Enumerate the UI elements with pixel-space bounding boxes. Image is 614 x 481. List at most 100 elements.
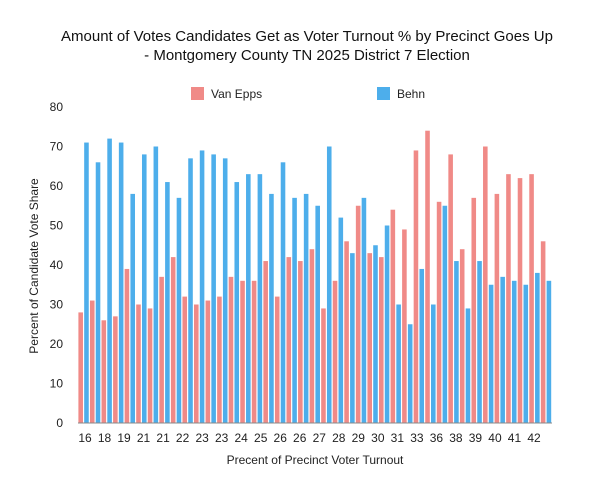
bar-behn-8 (176, 197, 182, 423)
bar-behn-40 (546, 280, 552, 423)
x-axis-label: Precent of Precinct Voter Turnout (227, 453, 404, 467)
x-tick-label: 18 (98, 431, 112, 445)
bar-behn-7 (165, 182, 170, 423)
x-tick-label: 26 (293, 431, 307, 445)
legend-swatch-van-epps (191, 87, 204, 100)
bar-van-epps-22 (332, 280, 338, 423)
bar-van-epps-16 (263, 261, 268, 423)
bar-van-epps-25 (367, 253, 372, 423)
bar-behn-31 (442, 205, 448, 423)
x-tick-label: 19 (117, 431, 131, 445)
x-tick-label: 21 (156, 431, 170, 445)
bar-behn-29 (419, 268, 425, 423)
bar-behn-3 (118, 142, 124, 424)
legend-swatch-behn (377, 87, 390, 100)
bar-van-epps-31 (436, 201, 442, 423)
bar-van-epps-9 (182, 296, 188, 423)
bar-behn-32 (454, 261, 459, 423)
legend-label-van-epps: Van Epps (211, 87, 262, 101)
bar-behn-38 (523, 284, 529, 423)
bar-behn-0 (84, 142, 89, 424)
y-axis-label: Percent of Candidate Vote Share (27, 178, 41, 354)
bar-van-epps-36 (494, 193, 500, 423)
bar-van-epps-26 (378, 257, 384, 423)
bar-van-epps-32 (448, 154, 453, 423)
bar-van-epps-20 (309, 249, 315, 423)
bar-behn-26 (384, 225, 390, 423)
y-tick-label: 40 (50, 258, 64, 272)
bar-van-epps-38 (517, 178, 523, 423)
bar-van-epps-12 (217, 296, 222, 423)
x-tick-label: 26 (274, 431, 288, 445)
x-tick-label: 31 (391, 431, 405, 445)
bar-van-epps-11 (205, 300, 211, 423)
y-tick-label: 10 (50, 377, 64, 391)
y-tick-label: 60 (50, 179, 64, 193)
legend-label-behn: Behn (397, 87, 425, 101)
bar-behn-19 (303, 193, 309, 423)
bar-behn-16 (269, 193, 274, 423)
bar-van-epps-1 (89, 300, 95, 423)
x-tick-label: 24 (234, 431, 248, 445)
bar-van-epps-17 (274, 296, 280, 423)
bar-behn-27 (396, 304, 401, 423)
bar-van-epps-28 (402, 229, 407, 423)
bar-van-epps-35 (483, 146, 488, 423)
x-tick-label: 23 (215, 431, 229, 445)
y-tick-label: 70 (50, 140, 64, 154)
x-tick-label: 25 (254, 431, 268, 445)
y-tick-label: 20 (50, 337, 64, 351)
bar-van-epps-0 (78, 312, 83, 423)
x-tick-label: 16 (78, 431, 92, 445)
bar-behn-12 (222, 158, 228, 423)
bar-behn-25 (373, 245, 378, 423)
bar-van-epps-6 (147, 308, 153, 423)
bar-van-epps-27 (390, 209, 396, 423)
bar-behn-24 (361, 197, 367, 423)
bar-behn-4 (130, 193, 135, 423)
bar-behn-1 (95, 162, 101, 424)
bar-behn-20 (315, 205, 320, 423)
x-tick-label: 42 (527, 431, 541, 445)
bar-behn-18 (292, 197, 297, 423)
bar-van-epps-29 (413, 150, 419, 423)
x-tick-label: 41 (508, 431, 522, 445)
y-tick-label: 50 (50, 219, 64, 233)
x-tick-label: 36 (430, 431, 444, 445)
bar-behn-34 (477, 261, 482, 423)
y-tick-label: 0 (56, 416, 63, 430)
bar-behn-14 (246, 174, 251, 423)
x-tick-label: 21 (137, 431, 151, 445)
bar-van-epps-3 (113, 316, 118, 423)
bar-van-epps-2 (101, 320, 107, 423)
bar-behn-37 (511, 280, 517, 423)
bar-behn-5 (141, 154, 147, 423)
y-tick-labels: 0 10 20 30 40 50 60 70 80 (50, 100, 64, 430)
bar-van-epps-15 (251, 280, 257, 423)
x-tick-label: 28 (332, 431, 346, 445)
bar-van-epps-40 (540, 241, 546, 423)
x-tick-label: 29 (352, 431, 366, 445)
y-tick-label: 80 (50, 100, 64, 114)
bar-van-epps-10 (194, 304, 199, 423)
bar-behn-13 (234, 182, 240, 423)
bar-behn-10 (199, 150, 205, 423)
bar-van-epps-23 (344, 241, 349, 423)
bar-van-epps-21 (321, 308, 326, 423)
bar-van-epps-39 (529, 174, 534, 423)
chart-title-line-2: - Montgomery County TN 2025 District 7 E… (144, 47, 470, 64)
bar-van-epps-33 (459, 249, 465, 423)
bars-layer (78, 130, 552, 424)
bar-behn-17 (280, 162, 286, 424)
bar-van-epps-24 (355, 205, 361, 423)
bar-behn-36 (500, 276, 505, 423)
bar-van-epps-13 (228, 276, 234, 423)
bar-van-epps-30 (425, 130, 430, 423)
x-tick-label: 27 (313, 431, 327, 445)
bar-van-epps-37 (506, 174, 511, 423)
bar-behn-9 (188, 158, 193, 423)
bar-van-epps-19 (298, 261, 303, 423)
bar-van-epps-5 (136, 304, 141, 423)
bar-van-epps-14 (240, 280, 245, 423)
x-tick-label: 40 (488, 431, 502, 445)
